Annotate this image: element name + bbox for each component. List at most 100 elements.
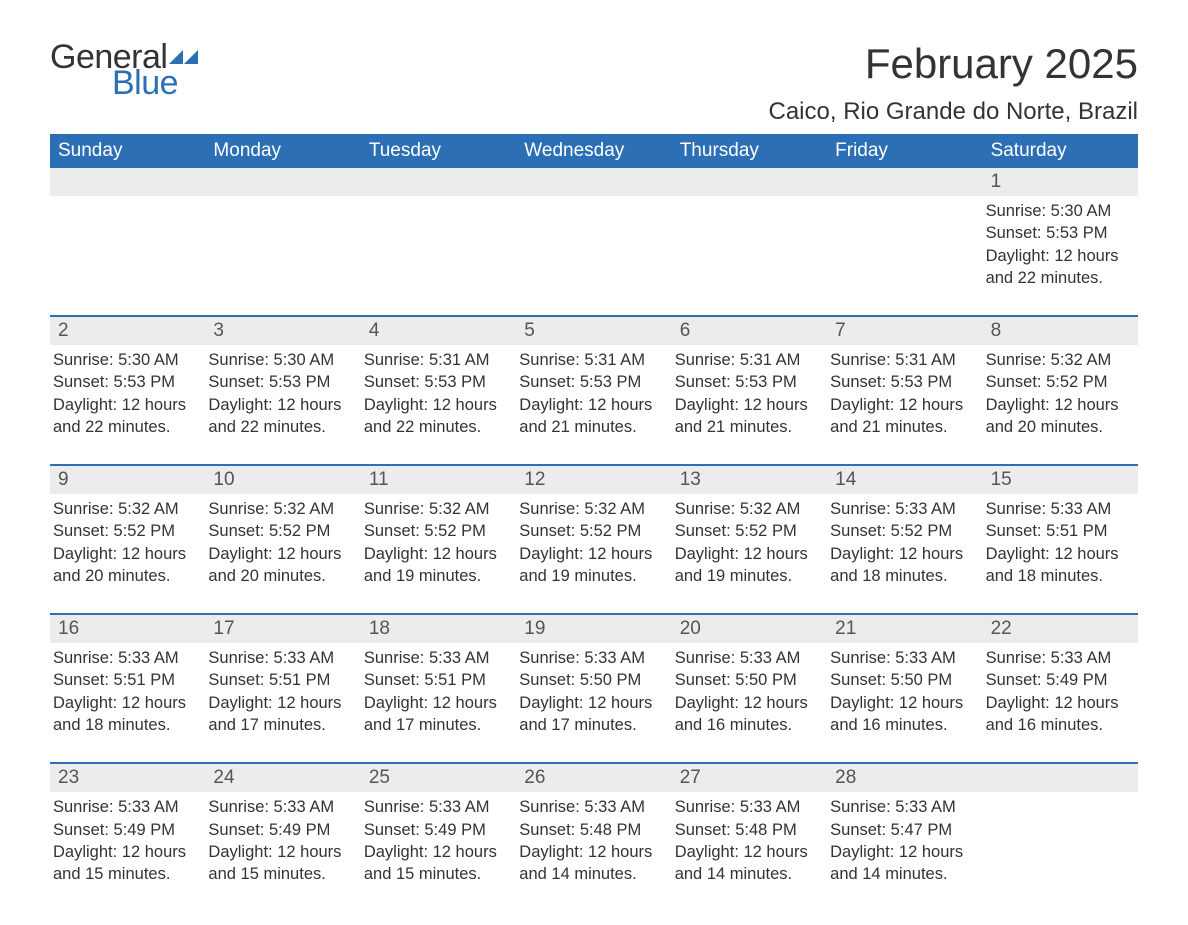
day-detail-line: Sunset: 5:52 PM (519, 520, 663, 542)
day-detail-line: Sunset: 5:50 PM (519, 669, 663, 691)
day-detail-line: Sunset: 5:51 PM (364, 669, 508, 691)
day-cell: Sunrise: 5:33 AMSunset: 5:51 PMDaylight:… (983, 494, 1138, 587)
day-detail-line: Sunrise: 5:33 AM (675, 796, 819, 818)
day-detail-line: Daylight: 12 hours and 21 minutes. (830, 394, 974, 439)
day-cell: Sunrise: 5:32 AMSunset: 5:52 PMDaylight:… (983, 345, 1138, 438)
day-body-row: Sunrise: 5:32 AMSunset: 5:52 PMDaylight:… (50, 494, 1138, 587)
day-detail-line: Daylight: 12 hours and 16 minutes. (986, 692, 1130, 737)
title-block: February 2025 Caico, Rio Grande do Norte… (769, 40, 1139, 126)
day-detail-line: Sunrise: 5:32 AM (675, 498, 819, 520)
day-cell: Sunrise: 5:31 AMSunset: 5:53 PMDaylight:… (827, 345, 982, 438)
day-detail-line: Sunrise: 5:30 AM (53, 349, 197, 371)
day-cell: Sunrise: 5:33 AMSunset: 5:47 PMDaylight:… (827, 792, 982, 885)
calendar-header-row: SundayMondayTuesdayWednesdayThursdayFrid… (50, 134, 1138, 168)
day-detail-line: Sunset: 5:51 PM (986, 520, 1130, 542)
day-detail-line: Sunrise: 5:33 AM (519, 647, 663, 669)
calendar-header-cell: Thursday (672, 134, 827, 168)
logo-text-blue: Blue (112, 66, 199, 100)
day-detail-line: Sunset: 5:48 PM (519, 819, 663, 841)
day-detail-line: Sunrise: 5:32 AM (364, 498, 508, 520)
day-detail-line: Daylight: 12 hours and 20 minutes. (53, 543, 197, 588)
day-number: 17 (205, 615, 360, 643)
day-detail-line: Sunset: 5:53 PM (830, 371, 974, 393)
day-detail-line: Sunrise: 5:31 AM (364, 349, 508, 371)
day-detail-line: Daylight: 12 hours and 17 minutes. (519, 692, 663, 737)
day-detail-line: Sunrise: 5:32 AM (986, 349, 1130, 371)
day-cell: Sunrise: 5:31 AMSunset: 5:53 PMDaylight:… (361, 345, 516, 438)
day-detail-line: Sunrise: 5:33 AM (519, 796, 663, 818)
day-body-row: Sunrise: 5:30 AMSunset: 5:53 PMDaylight:… (50, 345, 1138, 438)
day-detail-line: Sunrise: 5:32 AM (53, 498, 197, 520)
day-detail-line: Sunset: 5:53 PM (53, 371, 197, 393)
day-detail-line: Daylight: 12 hours and 14 minutes. (675, 841, 819, 886)
day-number: 20 (672, 615, 827, 643)
day-number: 10 (205, 466, 360, 494)
day-number: 28 (827, 764, 982, 792)
day-cell: Sunrise: 5:32 AMSunset: 5:52 PMDaylight:… (205, 494, 360, 587)
day-number: 7 (827, 317, 982, 345)
day-detail-line: Daylight: 12 hours and 15 minutes. (53, 841, 197, 886)
day-cell (983, 792, 1138, 885)
day-cell (361, 196, 516, 289)
day-detail-line: Daylight: 12 hours and 16 minutes. (675, 692, 819, 737)
day-detail-line: Sunset: 5:53 PM (364, 371, 508, 393)
day-cell (205, 196, 360, 289)
day-cell: Sunrise: 5:30 AMSunset: 5:53 PMDaylight:… (205, 345, 360, 438)
day-body-row: Sunrise: 5:33 AMSunset: 5:49 PMDaylight:… (50, 792, 1138, 885)
day-number (983, 764, 1138, 792)
day-detail-line: Sunset: 5:48 PM (675, 819, 819, 841)
day-detail-line: Daylight: 12 hours and 17 minutes. (364, 692, 508, 737)
day-cell (827, 196, 982, 289)
day-detail-line: Sunrise: 5:30 AM (208, 349, 352, 371)
day-detail-line: Daylight: 12 hours and 17 minutes. (208, 692, 352, 737)
day-detail-line: Sunrise: 5:33 AM (208, 647, 352, 669)
day-detail-line: Sunset: 5:52 PM (675, 520, 819, 542)
day-cell: Sunrise: 5:32 AMSunset: 5:52 PMDaylight:… (672, 494, 827, 587)
day-detail-line: Sunrise: 5:33 AM (364, 647, 508, 669)
day-detail-line: Daylight: 12 hours and 16 minutes. (830, 692, 974, 737)
day-cell: Sunrise: 5:33 AMSunset: 5:49 PMDaylight:… (983, 643, 1138, 736)
day-detail-line: Sunset: 5:51 PM (208, 669, 352, 691)
day-detail-line: Sunrise: 5:33 AM (986, 498, 1130, 520)
day-number: 16 (50, 615, 205, 643)
day-detail-line: Sunrise: 5:33 AM (53, 647, 197, 669)
day-detail-line: Sunset: 5:52 PM (364, 520, 508, 542)
day-cell: Sunrise: 5:32 AMSunset: 5:52 PMDaylight:… (516, 494, 671, 587)
day-cell: Sunrise: 5:31 AMSunset: 5:53 PMDaylight:… (516, 345, 671, 438)
day-cell: Sunrise: 5:33 AMSunset: 5:49 PMDaylight:… (205, 792, 360, 885)
day-cell: Sunrise: 5:33 AMSunset: 5:50 PMDaylight:… (827, 643, 982, 736)
day-number-row: 1 (50, 168, 1138, 196)
day-cell: Sunrise: 5:32 AMSunset: 5:52 PMDaylight:… (50, 494, 205, 587)
day-detail-line: Sunset: 5:52 PM (830, 520, 974, 542)
day-number (672, 168, 827, 196)
day-detail-line: Daylight: 12 hours and 19 minutes. (675, 543, 819, 588)
day-detail-line: Sunset: 5:53 PM (986, 222, 1130, 244)
day-detail-line: Sunrise: 5:33 AM (208, 796, 352, 818)
day-number-row: 232425262728 (50, 764, 1138, 792)
day-detail-line: Daylight: 12 hours and 19 minutes. (364, 543, 508, 588)
header: General Blue February 2025 Caico, Rio Gr… (50, 40, 1138, 126)
day-detail-line: Sunrise: 5:31 AM (675, 349, 819, 371)
calendar-header-cell: Monday (205, 134, 360, 168)
day-detail-line: Sunrise: 5:33 AM (830, 796, 974, 818)
day-number: 19 (516, 615, 671, 643)
day-detail-line: Daylight: 12 hours and 22 minutes. (364, 394, 508, 439)
day-detail-line: Daylight: 12 hours and 22 minutes. (208, 394, 352, 439)
day-detail-line: Sunset: 5:50 PM (830, 669, 974, 691)
day-cell: Sunrise: 5:33 AMSunset: 5:49 PMDaylight:… (50, 792, 205, 885)
day-cell: Sunrise: 5:33 AMSunset: 5:51 PMDaylight:… (50, 643, 205, 736)
day-number: 26 (516, 764, 671, 792)
month-title: February 2025 (769, 40, 1139, 88)
day-number: 11 (361, 466, 516, 494)
day-detail-line: Sunset: 5:52 PM (208, 520, 352, 542)
day-number: 27 (672, 764, 827, 792)
day-detail-line: Sunset: 5:53 PM (519, 371, 663, 393)
day-detail-line: Daylight: 12 hours and 18 minutes. (986, 543, 1130, 588)
day-detail-line: Daylight: 12 hours and 14 minutes. (519, 841, 663, 886)
day-number-row: 2345678 (50, 317, 1138, 345)
day-detail-line: Daylight: 12 hours and 18 minutes. (53, 692, 197, 737)
day-detail-line: Daylight: 12 hours and 15 minutes. (208, 841, 352, 886)
day-detail-line: Sunset: 5:53 PM (675, 371, 819, 393)
day-number (827, 168, 982, 196)
day-number: 4 (361, 317, 516, 345)
